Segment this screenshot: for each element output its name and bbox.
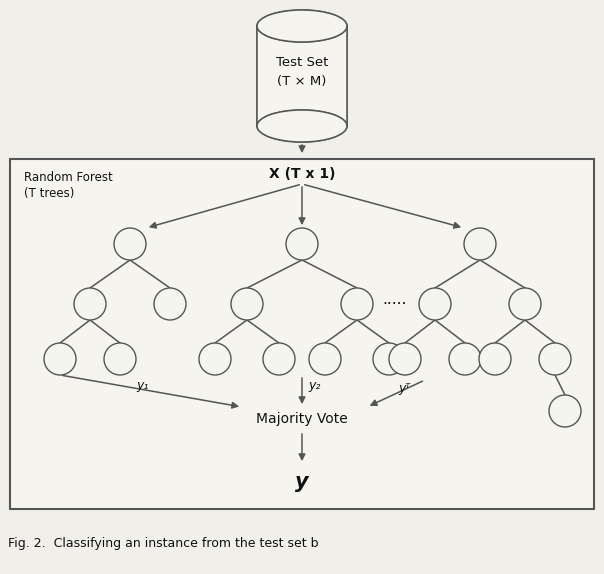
Ellipse shape (257, 110, 347, 142)
Circle shape (286, 228, 318, 260)
Text: y: y (295, 472, 309, 492)
Text: yᵀ: yᵀ (398, 382, 410, 395)
Circle shape (373, 343, 405, 375)
Text: y₂: y₂ (308, 379, 320, 393)
Text: Test Set
(T × M): Test Set (T × M) (276, 56, 328, 87)
Circle shape (154, 288, 186, 320)
Text: y₁: y₁ (137, 379, 149, 393)
Circle shape (509, 288, 541, 320)
Circle shape (479, 343, 511, 375)
Circle shape (74, 288, 106, 320)
Bar (257, 26, 347, 126)
Circle shape (309, 343, 341, 375)
Text: .....: ..... (383, 292, 407, 307)
Text: Random Forest: Random Forest (24, 171, 113, 184)
Circle shape (114, 228, 146, 260)
Bar (10, 159, 594, 509)
Circle shape (449, 343, 481, 375)
Circle shape (199, 343, 231, 375)
Ellipse shape (257, 110, 347, 142)
Circle shape (341, 288, 373, 320)
Circle shape (231, 288, 263, 320)
Circle shape (419, 288, 451, 320)
Circle shape (389, 343, 421, 375)
Text: Majority Vote: Majority Vote (256, 412, 348, 426)
Text: X (T x 1): X (T x 1) (269, 167, 335, 181)
Circle shape (263, 343, 295, 375)
Circle shape (539, 343, 571, 375)
Circle shape (464, 228, 496, 260)
Circle shape (104, 343, 136, 375)
Text: (T trees): (T trees) (24, 187, 74, 200)
Ellipse shape (257, 10, 347, 42)
Circle shape (549, 395, 581, 427)
Ellipse shape (257, 10, 347, 42)
Circle shape (44, 343, 76, 375)
Text: Fig. 2.  Classifying an instance from the test set b: Fig. 2. Classifying an instance from the… (8, 537, 318, 550)
